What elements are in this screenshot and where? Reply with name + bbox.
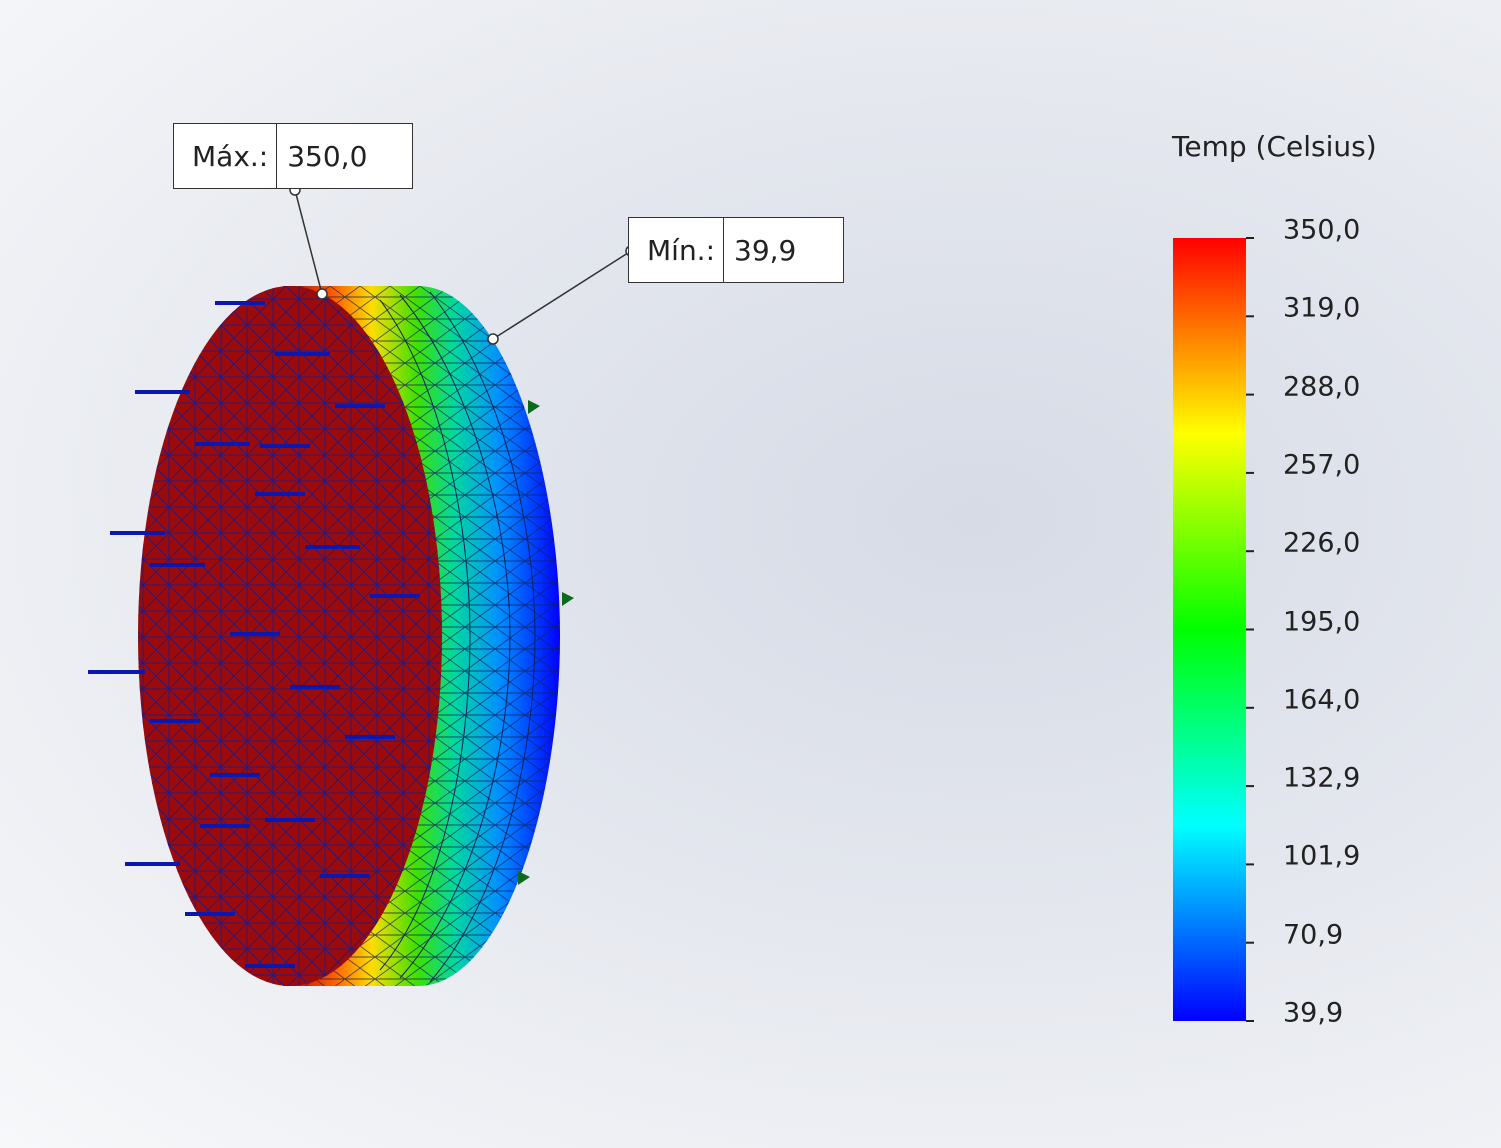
legend-color-bar bbox=[1173, 238, 1246, 1021]
heat-load-arrows bbox=[88, 301, 420, 968]
legend-tick-label: 39,9 bbox=[1283, 997, 1344, 1029]
legend-tick-label: 350,0 bbox=[1283, 214, 1361, 246]
legend-tick-label: 195,0 bbox=[1283, 606, 1361, 637]
min-label-value: 39,9 bbox=[734, 233, 797, 267]
fixture-markers bbox=[518, 400, 574, 885]
legend-title: Temp (Celsius) bbox=[1172, 130, 1377, 163]
legend-tick-marks bbox=[1246, 237, 1254, 1022]
legend-tick-label: 288,0 bbox=[1283, 371, 1361, 403]
min-label-key: Mín.: bbox=[629, 218, 725, 282]
cylinder-face bbox=[138, 286, 442, 986]
legend-tick-label: 257,0 bbox=[1283, 449, 1361, 481]
legend-tick-label: 164,0 bbox=[1283, 684, 1361, 716]
legend-tick-label: 226,0 bbox=[1283, 527, 1361, 559]
max-label-value: 350,0 bbox=[287, 139, 368, 173]
legend-tick-label: 70,9 bbox=[1283, 919, 1344, 951]
legend-tick-label: 132,9 bbox=[1283, 762, 1361, 794]
max-label-key: Máx.: bbox=[174, 124, 278, 188]
max-label-box[interactable]: Máx.: 350,0 bbox=[173, 123, 413, 189]
min-label-box[interactable]: Mín.: 39,9 bbox=[628, 217, 844, 283]
legend-tick-label: 319,0 bbox=[1283, 292, 1361, 324]
legend-gradient bbox=[1173, 238, 1246, 1021]
legend-tick-label: 101,9 bbox=[1283, 840, 1361, 872]
